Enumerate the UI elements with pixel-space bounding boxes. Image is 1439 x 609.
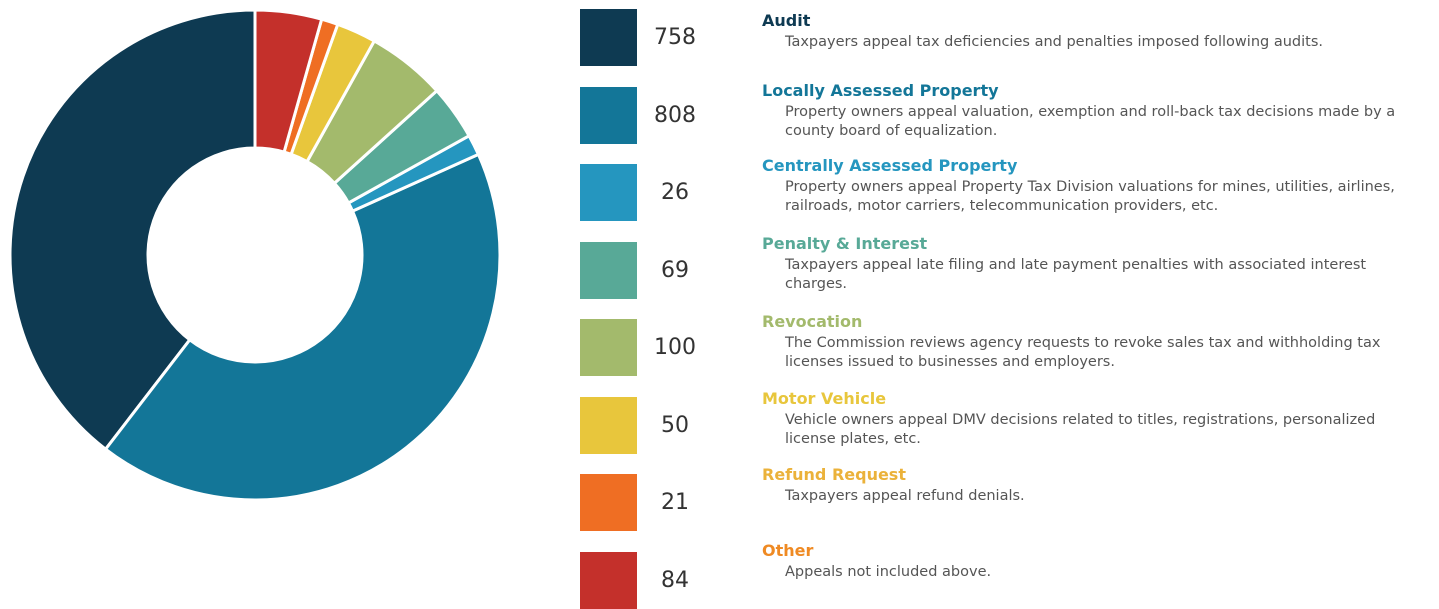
legend-swatch [580, 241, 637, 299]
donut-chart [8, 8, 502, 502]
value-label: 21 [661, 490, 689, 515]
legend-swatch [580, 319, 637, 376]
category-label: Audit [762, 11, 811, 30]
category-description: Vehicle owners appeal DMV decisions rela… [785, 412, 1376, 447]
value-label: 100 [654, 335, 696, 360]
value-label: 50 [661, 412, 689, 438]
category-description: Property owners appeal valuation, exempt… [785, 104, 1396, 139]
donut-slice [8, 8, 257, 452]
category-description: Taxpayers appeal refund denials. [785, 488, 1025, 504]
category-label: Penalty & Interest [762, 234, 928, 253]
legend-swatch [580, 164, 637, 221]
legend-swatch [580, 9, 637, 66]
category-label: Locally Assessed Property [762, 81, 999, 100]
donut-slice [103, 152, 502, 502]
legend-swatch [580, 551, 637, 609]
category-label: Other [762, 541, 814, 560]
page: {"chart_data": {"type": "donut", "catego… [8, 8, 1396, 609]
category-label: Centrally Assessed Property [762, 156, 1018, 175]
donut-slice [253, 8, 324, 154]
category-label: Revocation [762, 312, 863, 331]
category-label: Refund Request [762, 465, 906, 484]
category-description: Property owners appeal Property Tax Divi… [785, 179, 1395, 214]
legend-swatch [580, 396, 637, 454]
category-label: Motor Vehicle [762, 389, 887, 408]
legend-swatch [580, 474, 637, 531]
category-description: The Commission reviews agency requests t… [785, 335, 1381, 370]
legend-swatch [580, 86, 637, 144]
category-description: Taxpayers appeal tax deficiencies and pe… [785, 34, 1323, 50]
category-description: Taxpayers appeal late filing and late pa… [785, 257, 1367, 292]
value-label: 26 [661, 180, 689, 205]
value-label: 84 [661, 567, 689, 593]
value-label: 758 [654, 25, 696, 50]
value-label: 69 [661, 257, 689, 283]
category-description: Appeals not included above. [785, 564, 992, 580]
value-label: 808 [654, 102, 696, 128]
